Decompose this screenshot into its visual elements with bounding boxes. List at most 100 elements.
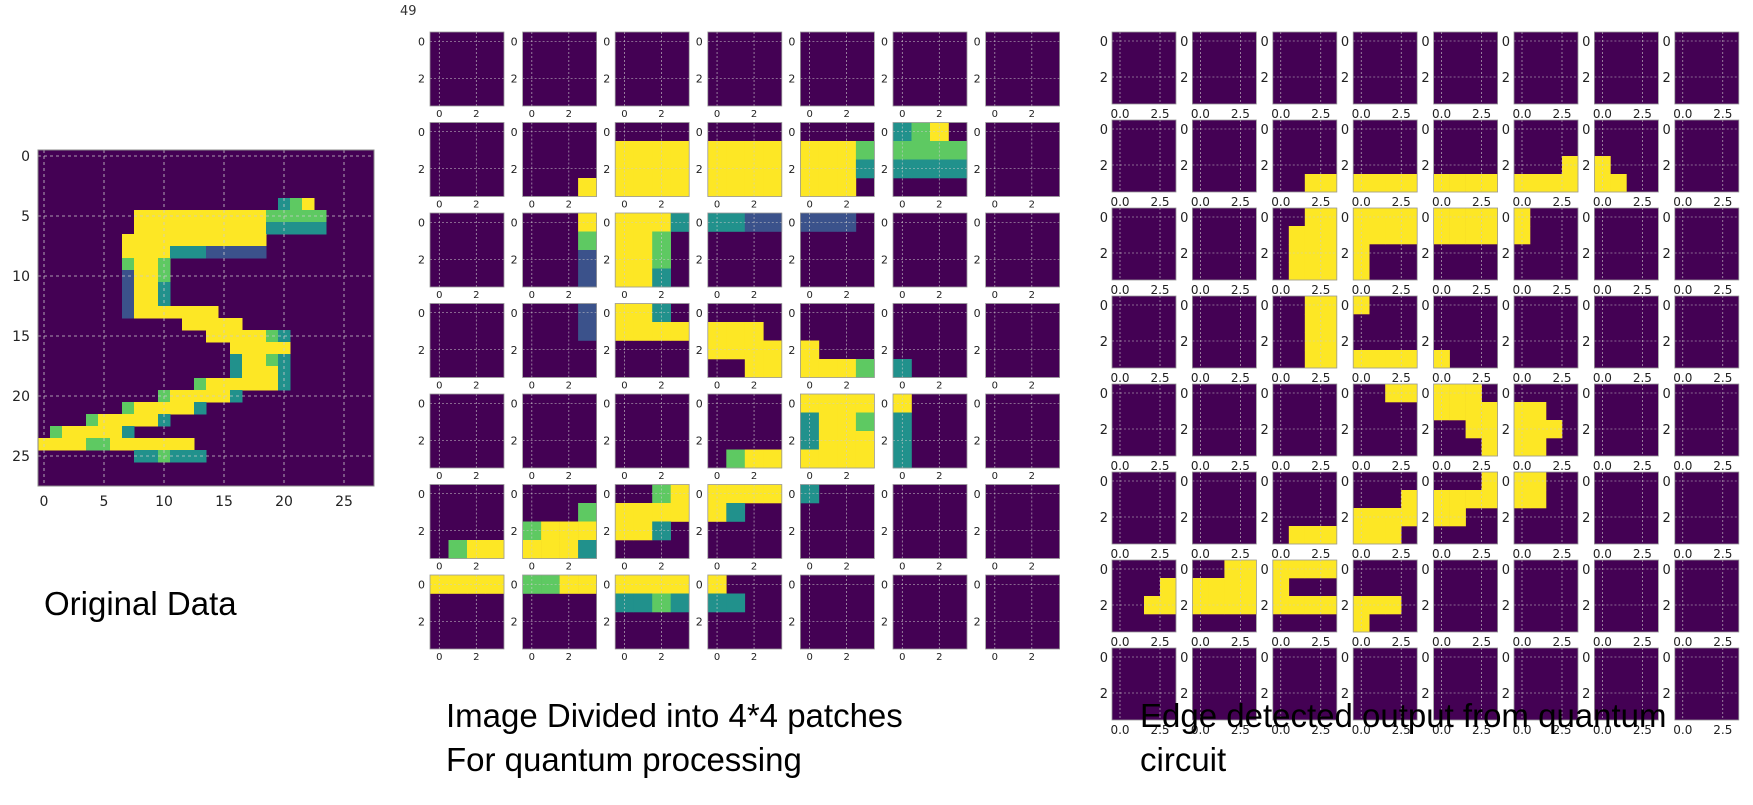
edge-cell xyxy=(1272,648,1337,720)
patch-ytick: 0 xyxy=(788,307,795,320)
original-ytick: 20 xyxy=(12,389,30,405)
edge-frame xyxy=(1594,471,1659,545)
patch-xtick: 0 xyxy=(714,562,720,573)
patch-xtick: 0 xyxy=(714,109,720,120)
patch-frame xyxy=(614,574,690,650)
original-mnist-image: 0 5 10 15 20 25 0 5 10 15 20 25 xyxy=(12,149,375,510)
edge-ytick: 2 xyxy=(1100,599,1108,614)
patch-frame xyxy=(892,393,968,469)
edge-ytick: 2 xyxy=(1421,511,1429,526)
edge-ytick: 0 xyxy=(1663,123,1671,138)
edge-frame xyxy=(1111,559,1177,633)
patch-pixel xyxy=(763,178,783,197)
patch-xtick: 2 xyxy=(751,109,757,120)
edge-ytick: 2 xyxy=(1582,599,1590,614)
edge-ytick: 2 xyxy=(1100,159,1108,174)
edge-cell xyxy=(1594,472,1659,544)
edge-ytick: 2 xyxy=(1582,335,1590,350)
patch-xtick: 2 xyxy=(473,109,479,120)
edge-xtick: 2.5 xyxy=(1311,459,1330,473)
original-pixel xyxy=(170,234,183,247)
patch-ytick: 0 xyxy=(696,578,703,591)
edge-frame xyxy=(1594,31,1659,105)
edge-pixel xyxy=(1320,226,1338,245)
patch-pixel xyxy=(855,359,875,378)
edge-xtick: 0.0 xyxy=(1593,371,1612,385)
original-pixel xyxy=(122,258,135,271)
patch-pixel xyxy=(633,268,653,288)
edge-xtick: 2.5 xyxy=(1472,723,1491,737)
patch-xtick: 2 xyxy=(473,562,479,573)
edge-xtick: 0.0 xyxy=(1191,371,1210,385)
edge-cell xyxy=(1112,296,1176,368)
original-pixel xyxy=(122,414,135,427)
patch-pixel xyxy=(578,268,597,288)
edge-xtick: 2.5 xyxy=(1150,283,1169,297)
patch-xtick: 0 xyxy=(436,109,442,120)
original-pixel xyxy=(302,198,315,211)
edge-pixel xyxy=(1320,314,1338,333)
original-pixel xyxy=(110,414,123,427)
patch-ytick: 0 xyxy=(418,216,425,229)
patch-ytick: 2 xyxy=(974,253,981,266)
patch-pixel xyxy=(670,503,690,522)
original-pixel xyxy=(62,438,75,451)
edge-pixel xyxy=(1353,226,1370,245)
patch-frame xyxy=(800,31,875,107)
edge-pixel xyxy=(1433,402,1450,421)
edge-ytick: 0 xyxy=(1100,123,1108,138)
edge-ytick: 0 xyxy=(1421,651,1429,666)
edge-ytick: 0 xyxy=(1502,651,1510,666)
patch-pixel xyxy=(800,412,820,432)
edge-ytick: 0 xyxy=(1421,299,1429,314)
edge-frame xyxy=(1433,559,1498,633)
patch-pixel xyxy=(652,593,671,613)
patch-frame xyxy=(800,303,875,378)
original-pixel xyxy=(182,306,195,319)
patch-xtick: 0 xyxy=(529,200,535,211)
edge-xtick: 0.0 xyxy=(1271,283,1290,297)
patch-xtick: 2 xyxy=(658,471,664,482)
edge-ytick: 0 xyxy=(1421,563,1429,578)
patch-pixel xyxy=(707,593,727,613)
patch-pixel xyxy=(633,250,653,269)
edge-cell xyxy=(1594,560,1659,632)
edge-ytick: 0 xyxy=(1502,35,1510,50)
edge-frame xyxy=(1352,295,1418,369)
patch-pixel xyxy=(855,141,875,160)
patch-xtick: 2 xyxy=(936,290,942,301)
patch-xtick: 0 xyxy=(992,290,998,301)
patch-pixel xyxy=(541,540,560,559)
patch-frame xyxy=(800,212,875,288)
edge-ytick: 0 xyxy=(1582,563,1590,578)
edge-frame xyxy=(1352,31,1418,105)
edge-xtick: 0.0 xyxy=(1110,283,1129,297)
edge-ytick: 0 xyxy=(1341,387,1349,402)
patch-pixel xyxy=(559,521,579,541)
edge-xtick: 0.0 xyxy=(1673,107,1692,121)
edge-cell xyxy=(1272,32,1337,104)
patch-frame xyxy=(707,393,783,469)
patch-pixel xyxy=(818,394,838,413)
original-pixel xyxy=(266,366,279,379)
edge-xtick: 2.5 xyxy=(1231,723,1250,737)
edge-xtick: 2.5 xyxy=(1231,107,1250,121)
patch-ytick: 0 xyxy=(511,307,518,320)
original-pixel xyxy=(146,402,159,415)
original-pixel xyxy=(182,234,195,247)
patch-pixel xyxy=(652,503,671,522)
edge-pixel xyxy=(1385,174,1402,193)
patch-ytick: 2 xyxy=(696,163,703,176)
edge-xtick: 0.0 xyxy=(1352,107,1371,121)
edge-xtick: 2.5 xyxy=(1231,371,1250,385)
edge-frame xyxy=(1674,207,1740,281)
edge-xtick: 2.5 xyxy=(1150,459,1169,473)
edge-xtick: 2.5 xyxy=(1472,635,1491,649)
edge-xtick: 0.0 xyxy=(1352,635,1371,649)
edge-xtick: 0.0 xyxy=(1512,371,1531,385)
edge-frame xyxy=(1513,207,1579,281)
edge-cell xyxy=(1674,296,1739,368)
patch-xtick: 2 xyxy=(1029,290,1035,301)
edge-pixel xyxy=(1514,226,1531,245)
patch-frame xyxy=(429,393,505,469)
